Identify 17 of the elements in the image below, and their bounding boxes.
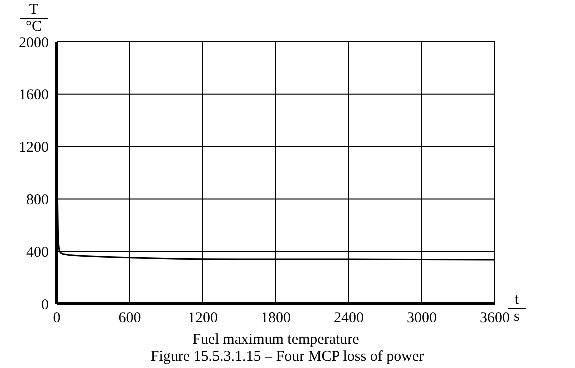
x-tick-label: 1200 [188,310,218,327]
x-tick-label: 3000 [407,310,437,327]
x-tick-label: 0 [53,310,61,327]
x-tick-label: 2400 [334,310,364,327]
x-tick-label: 3600 [480,310,510,327]
y-tick-label: 1600 [19,88,49,104]
y-tick-label: 400 [26,244,49,261]
caption: Figure 15.5.3.1.15 – Four MCP loss of power [150,349,426,366]
x-tick-label: 600 [118,310,142,327]
text: Fuel maximum temperature [192,332,360,349]
y-tick-label: 800 [26,192,49,209]
y-tick-label: 2000 [19,35,49,52]
x-tick-label: 1800 [261,310,291,327]
x-axis-title: t s [513,292,521,325]
y-tick-label: 1200 [19,140,49,156]
y-axis-title: T °C [25,2,44,35]
y-tick-label: 0 [42,297,49,314]
